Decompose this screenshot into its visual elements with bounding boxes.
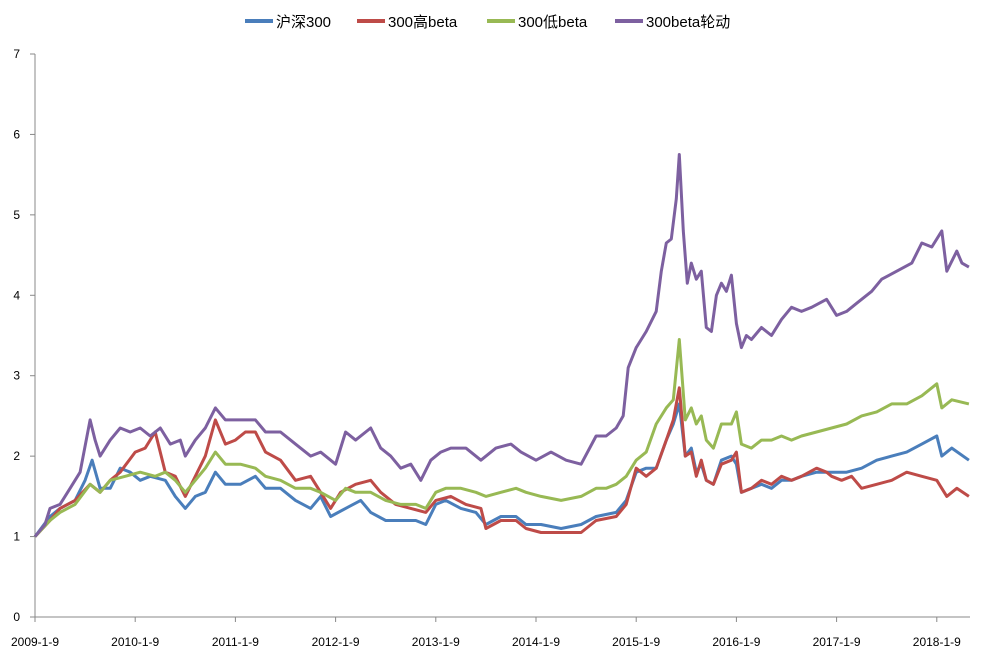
- y-axis: 0 1 2 3 4 5 6 7: [13, 47, 36, 624]
- x-tick-label: 2011-1-9: [212, 635, 259, 649]
- series-layer: [33, 153, 970, 538]
- x-tick-label: 2016-1-9: [712, 635, 760, 649]
- x-tick-label: 2018-1-9: [913, 635, 961, 649]
- series-line-3: [33, 338, 970, 538]
- legend-label: 300低beta: [518, 14, 588, 31]
- y-tick-label: 7: [13, 47, 20, 61]
- series-line-4: [33, 153, 970, 538]
- y-tick-label: 1: [13, 530, 20, 544]
- x-tick-label: 2015-1-9: [612, 635, 660, 649]
- legend: 沪深300 300高beta 300低beta 300beta轮动: [245, 14, 730, 31]
- legend-label: 300高beta: [388, 14, 458, 31]
- y-tick-label: 3: [13, 369, 20, 383]
- y-tick-label: 2: [13, 449, 20, 463]
- x-axis: 2009-1-9 2010-1-9 2011-1-9 2012-1-9 2013-1-9…: [11, 616, 970, 649]
- y-tick-label: 0: [13, 610, 20, 624]
- x-tick-label: 2013-1-9: [412, 635, 460, 649]
- series-line-1: [33, 402, 970, 538]
- y-tick-label: 6: [13, 127, 20, 141]
- x-tick-label: 2014-1-9: [512, 635, 560, 649]
- legend-label: 300beta轮动: [646, 14, 730, 31]
- series-line-2: [33, 386, 970, 538]
- legend-label: 沪深300: [276, 14, 331, 31]
- x-tick-label: 2009-1-9: [11, 635, 59, 649]
- x-tick-label: 2017-1-9: [813, 635, 861, 649]
- x-tick-label: 2012-1-9: [312, 635, 360, 649]
- y-tick-label: 5: [13, 208, 20, 222]
- x-tick-label: 2010-1-9: [111, 635, 159, 649]
- y-tick-label: 4: [13, 288, 20, 302]
